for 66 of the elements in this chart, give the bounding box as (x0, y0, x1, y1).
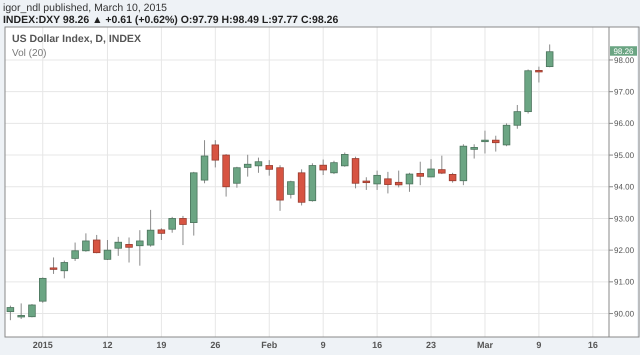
candlestick (362, 176, 370, 190)
chart-subtitle: INDEX:DXY 98.26 ▲ +0.61 (+0.62%) O:97.79 H:98.49 L:97.77 C:98.26 (3, 14, 338, 26)
candlestick (384, 171, 392, 194)
text: igor_ndl published, March 10, 2015 (3, 2, 168, 14)
candlestick (92, 234, 100, 254)
candlestick (481, 130, 489, 154)
y-tick-label: 98.00 (614, 56, 635, 65)
candlestick (104, 240, 112, 260)
candlestick (266, 160, 273, 176)
candlestick (546, 44, 554, 68)
y-tick-label: 97.00 (614, 87, 635, 96)
x-tick-label: Feb (261, 340, 278, 350)
x-tick-label: Mar (476, 340, 494, 350)
candlestick (39, 276, 46, 304)
candlestick (394, 170, 402, 188)
candlestick (82, 232, 90, 252)
candlestick (514, 104, 522, 130)
x-tick-label: 12 (102, 340, 112, 350)
x-tick-label: 16 (372, 340, 382, 350)
x-tick-label: 9 (536, 340, 542, 350)
candlestick (60, 260, 68, 279)
y-tick-label: 94.00 (614, 182, 635, 192)
candlestick (158, 228, 166, 241)
candlestick (406, 172, 414, 192)
candlestick (136, 230, 144, 266)
candlestick (50, 256, 58, 274)
x-tick-label: 16 (588, 340, 598, 350)
candlestick (502, 122, 510, 147)
text: US Dollar Index, D, INDEX (12, 33, 141, 45)
candlestick (244, 154, 252, 178)
candlestick (330, 160, 338, 175)
candlestick (438, 155, 446, 175)
x-tick-label: 23 (426, 340, 436, 350)
candlestick (470, 144, 478, 160)
candlestick (448, 172, 456, 184)
annotation: 98.26 (613, 46, 634, 56)
y-tick-label: 95.00 (614, 150, 635, 160)
candlestick (146, 209, 154, 248)
y-tick-label: 93.00 (614, 214, 635, 224)
candlestick (287, 180, 295, 199)
annotation: Vol (20) (12, 48, 46, 59)
candlestick (179, 215, 187, 246)
candlestick (492, 135, 500, 152)
candlestick (28, 304, 36, 318)
x-tick-label: 9 (320, 340, 326, 350)
candlestick (114, 236, 122, 256)
x-tick-label: 2015 (32, 340, 53, 350)
candlestick (17, 302, 25, 320)
y-tick-label: 91.00 (614, 278, 635, 287)
candlestick (535, 66, 543, 83)
x-tick-label: 26 (210, 340, 220, 350)
candlestick (254, 157, 262, 174)
candlestick (71, 242, 79, 262)
candlestick (427, 158, 435, 178)
candlestick (341, 152, 348, 168)
candlestick (125, 236, 133, 264)
x-tick-label: 19 (156, 340, 166, 350)
candlestick (319, 158, 327, 176)
y-tick-label: 92.00 (614, 246, 635, 255)
y-tick-label: 96.00 (614, 119, 635, 128)
y-tick-label: 90.00 (614, 309, 635, 318)
candlestick (416, 161, 424, 186)
candlestick (168, 216, 176, 234)
candlestick (373, 170, 381, 190)
candlestick (233, 166, 241, 188)
candlestick (212, 140, 220, 168)
